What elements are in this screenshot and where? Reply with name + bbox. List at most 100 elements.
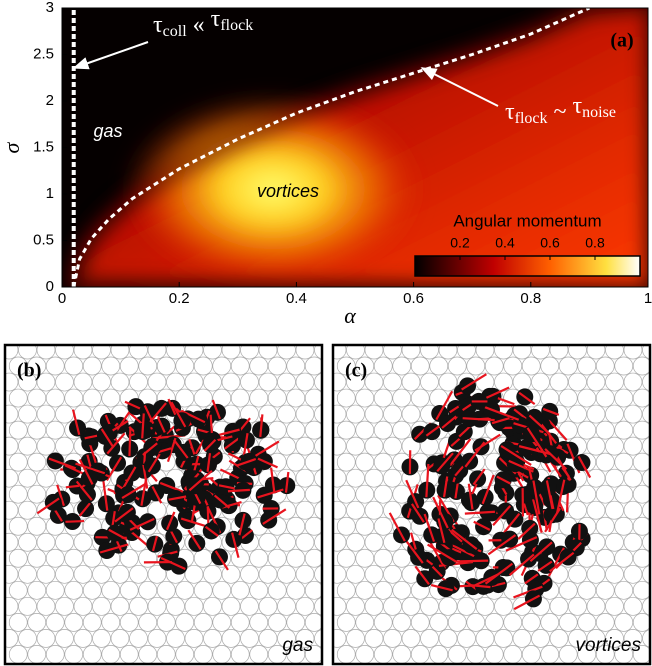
lattice-site [138,645,158,663]
lattice-site [203,564,222,584]
particle-velocity [141,413,145,439]
particle-velocity [157,417,166,433]
lattice-site [334,372,347,392]
lattice-site [346,372,365,392]
particle-velocity [251,440,280,459]
x-tick-label: 0.2 [169,290,190,307]
lattice-site [304,484,321,504]
lattice-site [166,346,185,360]
lattice-site [193,580,213,600]
lattice-site [110,596,130,616]
particle-velocity [257,488,284,499]
y-tick-label: 0 [46,278,54,295]
lattice-site [258,372,278,392]
lattice-site [73,372,93,392]
lattice-site [36,436,56,456]
lattice-site [45,356,65,376]
lattice-site [392,356,412,376]
y-tick-label: 2 [46,92,54,109]
lattice-site [147,372,167,392]
lattice-site [101,356,121,376]
lattice-site [531,346,550,360]
panel-caption: gas [282,635,313,656]
particle-velocity [425,463,430,498]
particle-velocity [435,390,454,421]
lattice-site [605,346,624,360]
lattice-site [334,629,347,648]
lattice-site [623,436,643,456]
lattice-site [230,548,250,568]
particle-velocity [259,414,264,437]
lattice-site [8,516,28,536]
annotation-subscript: flock [515,110,548,127]
lattice-site [623,500,643,520]
lattice-site [410,645,430,663]
particle-velocity [423,513,436,542]
particle-velocity [284,471,290,493]
particle-velocity [461,373,487,391]
lattice-site [156,613,176,632]
lattice-site [304,388,321,408]
annotation-subscript: noise [582,104,616,121]
lattice-site [577,484,597,504]
lattice-site [193,613,213,632]
lattice-site [193,645,213,663]
lattice-site [568,596,587,616]
particle-velocity [532,480,541,515]
lattice-site [642,469,649,488]
lattice-site [230,388,250,408]
lattice-site [632,452,649,472]
lattice-site [334,404,347,424]
particle-velocity [442,476,449,498]
lattice-site [595,613,615,632]
particle-velocity [468,583,491,589]
particle-velocity [441,415,457,429]
particle-velocity [221,501,242,509]
lattice-site [512,629,532,648]
lattice-site [92,629,111,648]
lattice-site [577,645,597,663]
lattice-site [184,346,204,360]
particle-velocity [167,398,177,416]
lattice-site [27,613,47,632]
lattice-site [494,346,513,360]
lattice-site [249,645,269,663]
lattice-site [286,548,306,568]
lattice-site [447,613,467,632]
lattice-site [55,346,74,360]
particle-velocity [472,468,486,486]
lattice-site [36,404,56,424]
particle-velocity [508,553,535,576]
lattice-site [346,436,365,456]
lattice-site [286,356,306,376]
lattice-site [184,564,204,584]
particle-velocity [168,495,187,501]
lattice-site [147,596,167,616]
lattice-site [568,404,587,424]
lattice-site [642,565,649,584]
region-label: vortices [257,181,319,201]
lattice-site [203,629,222,648]
particle-velocity [414,565,430,585]
lattice-site [364,564,384,584]
snapshot [6,346,321,663]
arrow [420,67,499,107]
particle-velocity [160,557,186,571]
lattice-site [92,564,111,584]
annotation-text: τ [505,99,515,125]
lattice-site [27,484,47,504]
particle-velocity [528,414,551,435]
particle-velocity [121,466,137,491]
lattice-site [18,468,37,488]
lattice-site [438,629,458,648]
colorbar-tick-label: 0.2 [450,235,470,251]
lattice-site [623,532,643,552]
lattice-site [295,532,315,552]
lattice-site [249,548,269,568]
lattice-site [373,420,393,440]
particle-velocity [147,453,161,473]
particle-velocity [526,427,548,458]
lattice-site [286,516,306,536]
particle-velocity [78,458,94,485]
lattice-site [6,372,19,392]
